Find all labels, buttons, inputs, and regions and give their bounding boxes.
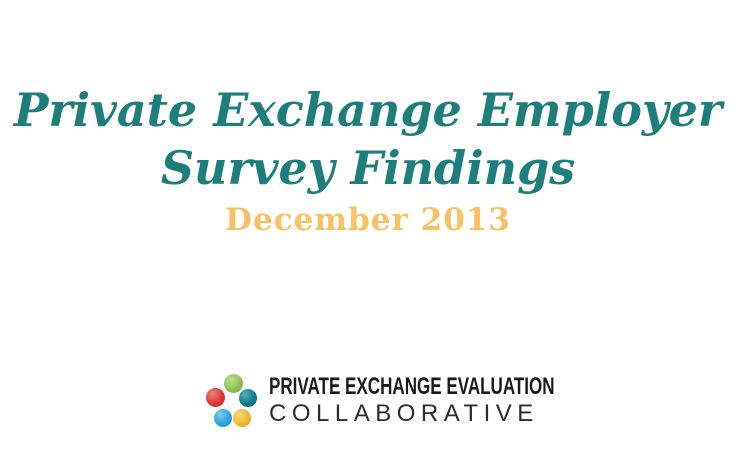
logo-wordmark-line1: PRIVATE EXCHANGE EVALUATION bbox=[269, 373, 555, 400]
slide-date: December 2013 bbox=[225, 202, 511, 238]
slide-title: Private Exchange Employer Survey Finding… bbox=[0, 81, 736, 197]
slide-title-line1: Private Exchange Employer bbox=[13, 82, 723, 137]
logo-dot-teal-icon bbox=[239, 389, 257, 407]
logo-dot-blue-icon bbox=[214, 409, 232, 427]
slide-title-line2: Survey Findings bbox=[160, 140, 576, 195]
logo-wordmark: PRIVATE EXCHANGE EVALUATION COLLABORATIV… bbox=[269, 373, 555, 427]
logo-dot-yellow-icon bbox=[233, 409, 251, 427]
logo-wordmark-line2: COLLABORATIVE bbox=[269, 400, 539, 427]
logo-dot-red-icon bbox=[206, 388, 225, 407]
peec-logo: PRIVATE EXCHANGE EVALUATION COLLABORATIV… bbox=[202, 371, 555, 428]
logo-dot-cluster bbox=[202, 371, 258, 428]
logo-dot-green-icon bbox=[224, 374, 243, 393]
